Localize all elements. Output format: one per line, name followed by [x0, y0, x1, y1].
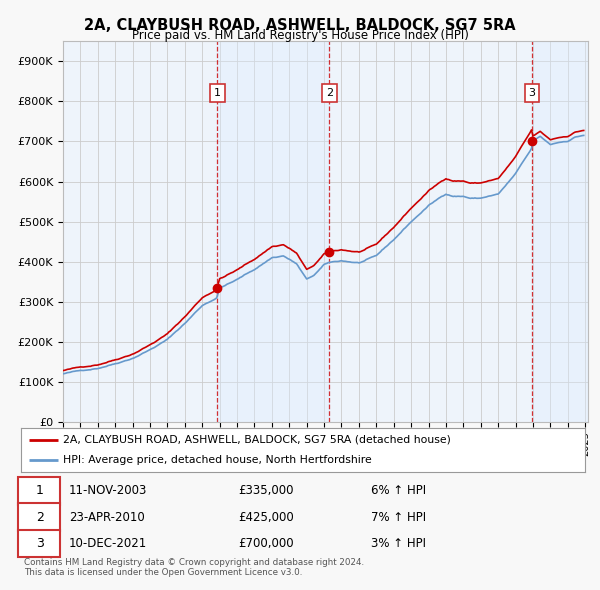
- Text: 1: 1: [35, 484, 44, 497]
- Bar: [217, 41, 329, 422]
- Text: 2: 2: [326, 88, 333, 99]
- Text: 2A, CLAYBUSH ROAD, ASHWELL, BALDOCK, SG7 5RA (detached house): 2A, CLAYBUSH ROAD, ASHWELL, BALDOCK, SG7…: [64, 435, 451, 445]
- Text: £700,000: £700,000: [238, 537, 294, 550]
- Bar: [532, 41, 592, 422]
- Text: £425,000: £425,000: [238, 511, 294, 524]
- Text: HPI: Average price, detached house, North Hertfordshire: HPI: Average price, detached house, Nort…: [64, 455, 372, 465]
- Text: 23-APR-2010: 23-APR-2010: [69, 511, 145, 524]
- FancyBboxPatch shape: [18, 503, 61, 531]
- Text: 6% ↑ HPI: 6% ↑ HPI: [371, 484, 426, 497]
- Text: 2: 2: [35, 511, 44, 524]
- Text: 3: 3: [35, 537, 44, 550]
- Text: 11-NOV-2003: 11-NOV-2003: [69, 484, 148, 497]
- Text: 2A, CLAYBUSH ROAD, ASHWELL, BALDOCK, SG7 5RA: 2A, CLAYBUSH ROAD, ASHWELL, BALDOCK, SG7…: [84, 18, 516, 32]
- Text: 10-DEC-2021: 10-DEC-2021: [69, 537, 147, 550]
- Text: 3: 3: [529, 88, 535, 99]
- Text: £335,000: £335,000: [238, 484, 293, 497]
- Text: This data is licensed under the Open Government Licence v3.0.: This data is licensed under the Open Gov…: [24, 568, 302, 577]
- Text: 7% ↑ HPI: 7% ↑ HPI: [371, 511, 426, 524]
- FancyBboxPatch shape: [18, 477, 61, 505]
- Text: 1: 1: [214, 88, 221, 99]
- FancyBboxPatch shape: [18, 529, 61, 558]
- Text: Contains HM Land Registry data © Crown copyright and database right 2024.: Contains HM Land Registry data © Crown c…: [24, 558, 364, 566]
- Text: 3% ↑ HPI: 3% ↑ HPI: [371, 537, 425, 550]
- Text: Price paid vs. HM Land Registry's House Price Index (HPI): Price paid vs. HM Land Registry's House …: [131, 30, 469, 42]
